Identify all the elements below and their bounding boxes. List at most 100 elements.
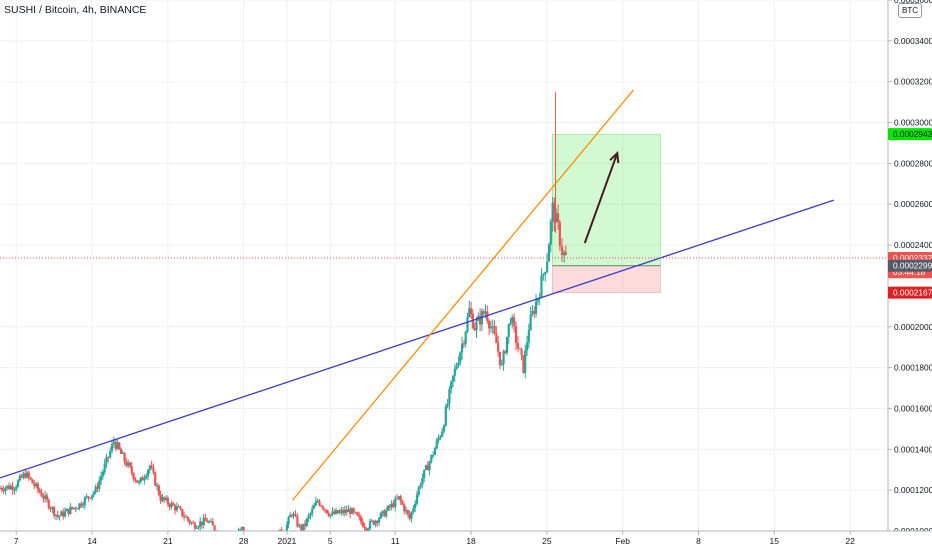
candle-body <box>358 515 361 517</box>
candle-body <box>119 449 123 454</box>
candle-body <box>285 524 289 533</box>
candle-body <box>4 487 7 492</box>
candle-body <box>312 505 316 509</box>
candle-body <box>90 494 94 499</box>
price-label-text: 0.0002337 <box>893 253 932 263</box>
time-tick-label: 15 <box>770 536 780 546</box>
candle-body <box>20 475 23 478</box>
candle-body <box>163 497 166 500</box>
candle-body <box>432 454 435 456</box>
candle-body <box>403 504 406 512</box>
candle-body <box>560 246 564 256</box>
candle-body <box>509 323 512 325</box>
candle-body <box>63 511 67 517</box>
candle-body <box>200 521 204 526</box>
candle-body <box>397 496 400 499</box>
candle-body <box>331 511 334 515</box>
profit-zone <box>552 133 661 266</box>
candle-body <box>540 275 543 298</box>
candle-body <box>164 497 168 500</box>
candle-body <box>141 477 144 481</box>
candle-body <box>289 515 292 518</box>
candle-body <box>365 528 368 531</box>
candle-body <box>110 443 114 451</box>
candle-body <box>186 516 189 520</box>
candle-body <box>38 489 41 493</box>
candle-body <box>469 308 473 314</box>
candle-body <box>442 425 446 432</box>
candle-body <box>419 484 422 488</box>
candle-body <box>336 510 339 514</box>
candle-body <box>134 478 137 481</box>
candle-body <box>157 485 160 495</box>
candle-body <box>181 508 184 517</box>
time-axis[interactable]: 7 14 21 28 2021 5 11 18 25 Feb 8 15 22 <box>0 530 932 550</box>
candle-body <box>96 486 99 489</box>
candle-body <box>168 504 171 508</box>
candle-body <box>514 326 518 343</box>
candle-body <box>311 508 314 514</box>
candle-body <box>444 406 447 426</box>
currency-badge[interactable]: BTC <box>898 3 922 18</box>
candle-body <box>159 494 162 502</box>
candle-body <box>103 463 106 472</box>
candle-body <box>33 483 36 486</box>
candle-body <box>175 506 178 511</box>
candle-body <box>197 526 200 528</box>
candle-body <box>338 511 341 514</box>
candle-body <box>507 323 510 337</box>
candle-body <box>307 515 310 519</box>
candle-body <box>513 317 516 327</box>
candle-body <box>15 486 18 490</box>
candle-body <box>22 473 25 478</box>
candle-body <box>325 509 328 514</box>
candle-body <box>81 505 85 507</box>
candle-body <box>99 476 103 481</box>
trendlines[interactable] <box>0 89 835 501</box>
candle-body <box>347 509 350 513</box>
price-axis[interactable]: 0.00010000.00012000.00014000.00016000.00… <box>887 0 932 550</box>
candle-body <box>505 336 509 354</box>
price-tick-label: 0.0002600 <box>894 199 932 209</box>
candle-body <box>482 311 485 314</box>
candle-body <box>497 342 500 352</box>
candle-body <box>300 524 303 534</box>
candle-body <box>460 343 464 353</box>
time-tick-label: 18 <box>466 536 476 546</box>
candle-body <box>18 475 21 481</box>
candle-body <box>80 503 83 507</box>
candle-body <box>109 450 112 458</box>
candle-body <box>367 528 370 531</box>
candle-body <box>150 465 153 468</box>
candle-body <box>112 441 116 444</box>
candle-body <box>327 513 330 516</box>
candle-body <box>146 470 150 477</box>
candle-body <box>170 503 173 508</box>
arrow-shaft <box>583 152 619 244</box>
candle-body <box>390 503 393 508</box>
candle-body <box>464 331 467 344</box>
price-label-badge <box>888 128 932 141</box>
candle-body <box>544 271 547 275</box>
symbol-name: SUSHI / Bitcoin <box>4 4 77 16</box>
candle-body <box>372 520 375 525</box>
candle-body <box>98 480 101 489</box>
candle-body <box>302 523 305 534</box>
candle-body <box>417 487 420 496</box>
candle-body <box>457 362 460 367</box>
candle-body <box>166 497 169 505</box>
candle-body <box>343 509 346 514</box>
candle-body <box>298 524 301 527</box>
candle-body <box>322 506 325 510</box>
candle-body <box>379 512 382 519</box>
time-tick-label: Feb <box>615 536 630 546</box>
candle-body <box>511 317 514 324</box>
candlestick-series <box>0 91 567 550</box>
price-label-badge <box>888 259 932 272</box>
long-position-tool[interactable] <box>552 133 661 293</box>
candle-body <box>190 522 193 524</box>
candle-body <box>368 520 372 529</box>
candle-body <box>239 529 242 531</box>
time-tick-label: 8 <box>696 536 701 546</box>
